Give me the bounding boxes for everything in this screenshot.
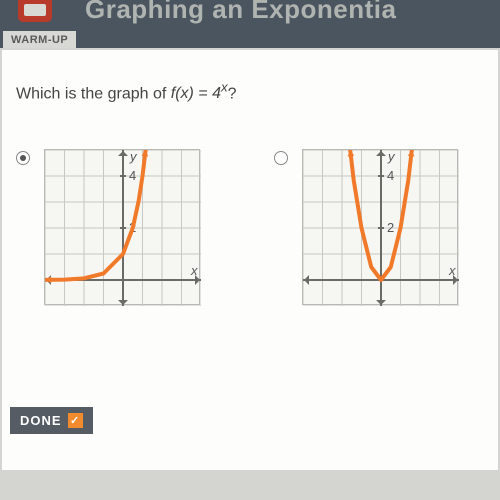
svg-text:y: y xyxy=(129,150,138,164)
graph-a: 24yx xyxy=(44,149,200,305)
svg-text:4: 4 xyxy=(387,168,394,183)
radio-b[interactable] xyxy=(274,151,288,165)
check-icon: ✓ xyxy=(68,413,83,428)
question-text: Which is the graph of f(x) = 4x? xyxy=(16,80,484,103)
question-suffix: ? xyxy=(228,85,237,102)
radio-a[interactable] xyxy=(16,151,30,165)
header: Graphing an Exponentia WARM-UP xyxy=(0,0,500,48)
done-label: DONE xyxy=(20,413,62,428)
warmup-icon xyxy=(18,0,52,22)
page-title: Graphing an Exponentia xyxy=(85,0,396,25)
question-prefix: Which is the graph of xyxy=(16,85,171,102)
question-func-base: f(x) = 4 xyxy=(171,85,221,102)
svg-text:x: x xyxy=(190,263,198,278)
done-button[interactable]: DONE ✓ xyxy=(10,407,93,434)
option-a[interactable]: 24yx xyxy=(16,149,200,305)
question-func: f(x) = 4x xyxy=(171,85,228,102)
svg-text:4: 4 xyxy=(129,168,136,183)
svg-text:x: x xyxy=(448,263,456,278)
warmup-tab[interactable]: WARM-UP xyxy=(3,31,76,48)
content-panel: Which is the graph of f(x) = 4x? 24yx 24… xyxy=(2,50,498,470)
graph-b: 2 4 y x xyxy=(302,149,458,305)
svg-text:y: y xyxy=(387,150,396,164)
options-row: 2 4 y x 2 4 y x xyxy=(16,149,484,305)
svg-text:2: 2 xyxy=(387,220,394,235)
option-b[interactable]: 2 4 y x xyxy=(274,149,458,305)
